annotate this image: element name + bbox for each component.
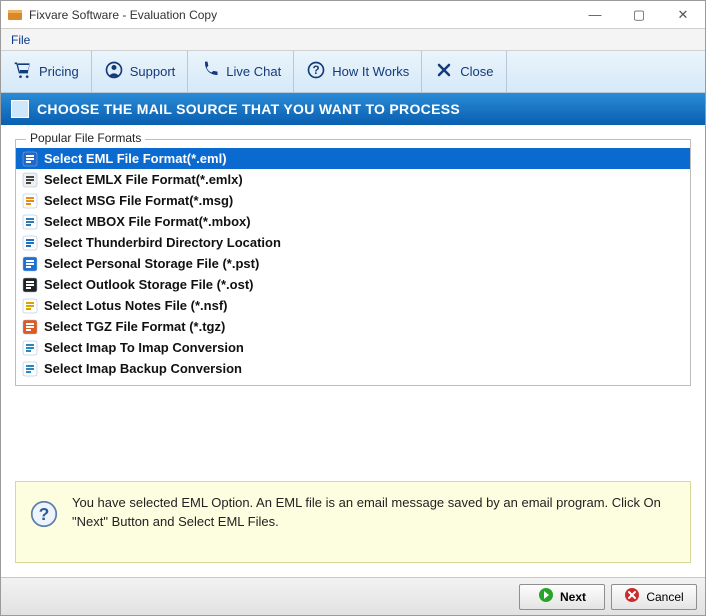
svg-text:?: ?: [39, 504, 50, 524]
pricing-label: Pricing: [39, 64, 79, 79]
format-label: Select EML File Format(*.eml): [44, 151, 227, 166]
menubar: File: [1, 29, 705, 51]
format-label: Select Thunderbird Directory Location: [44, 235, 281, 250]
next-icon: [538, 587, 554, 606]
close-icon: [434, 60, 454, 83]
format-icon: [22, 256, 38, 272]
question-icon: ?: [306, 60, 326, 83]
format-label: Select TGZ File Format (*.tgz): [44, 319, 225, 334]
format-label: Select Imap Backup Conversion: [44, 361, 242, 376]
format-label: Select Imap To Imap Conversion: [44, 340, 244, 355]
livechat-button[interactable]: Live Chat: [188, 51, 294, 92]
format-row[interactable]: Select Imap Backup Conversion: [16, 358, 690, 379]
format-label: Select EMLX File Format(*.emlx): [44, 172, 243, 187]
formats-legend: Popular File Formats: [26, 131, 145, 145]
format-row[interactable]: Select TGZ File Format (*.tgz): [16, 316, 690, 337]
document-icon: [11, 100, 29, 118]
cancel-icon: [624, 587, 640, 606]
menu-file[interactable]: File: [1, 29, 40, 50]
svg-text:?: ?: [313, 64, 320, 77]
format-label: Select MBOX File Format(*.mbox): [44, 214, 251, 229]
format-row[interactable]: Select Personal Storage File (*.pst): [16, 253, 690, 274]
phone-icon: [200, 60, 220, 83]
cancel-label: Cancel: [646, 590, 683, 604]
app-icon: [7, 7, 23, 23]
spacer: [15, 386, 691, 467]
hint-panel: ? You have selected EML Option. An EML f…: [15, 481, 691, 563]
info-icon: ?: [30, 500, 58, 528]
format-row[interactable]: Select Outlook Storage File (*.ost): [16, 274, 690, 295]
format-icon: [22, 172, 38, 188]
support-label: Support: [130, 64, 176, 79]
format-icon: [22, 235, 38, 251]
format-row[interactable]: Select EML File Format(*.eml): [16, 148, 690, 169]
footer: Next Cancel: [1, 577, 705, 615]
support-button[interactable]: Support: [92, 51, 189, 92]
format-row[interactable]: Select MSG File Format(*.msg): [16, 190, 690, 211]
window-controls: — ▢ ✕: [573, 1, 705, 28]
hint-text: You have selected EML Option. An EML fil…: [72, 494, 676, 532]
format-label: Select MSG File Format(*.msg): [44, 193, 233, 208]
pricing-button[interactable]: Pricing: [1, 51, 92, 92]
format-list: Select EML File Format(*.eml) Select EMLX…: [16, 148, 690, 379]
close-label: Close: [460, 64, 493, 79]
titlebar: Fixvare Software - Evaluation Copy — ▢ ✕: [1, 1, 705, 29]
livechat-label: Live Chat: [226, 64, 281, 79]
format-icon: [22, 319, 38, 335]
format-row[interactable]: Select Lotus Notes File (*.nsf): [16, 295, 690, 316]
format-icon: [22, 214, 38, 230]
format-row[interactable]: Select Imap To Imap Conversion: [16, 337, 690, 358]
format-icon: [22, 361, 38, 377]
section-header: CHOOSE THE MAIL SOURCE THAT YOU WANT TO …: [1, 93, 705, 125]
format-label: Select Lotus Notes File (*.nsf): [44, 298, 227, 313]
format-row[interactable]: Select EMLX File Format(*.emlx): [16, 169, 690, 190]
toolbar: Pricing Support Live Chat ? How It Works…: [1, 51, 705, 93]
format-icon: [22, 193, 38, 209]
content-area: Popular File Formats Select EML File For…: [1, 125, 705, 577]
format-icon: [22, 298, 38, 314]
cart-icon: [13, 60, 33, 83]
format-label: Select Outlook Storage File (*.ost): [44, 277, 253, 292]
minimize-button[interactable]: —: [573, 1, 617, 28]
next-button[interactable]: Next: [519, 584, 605, 610]
format-icon: [22, 340, 38, 356]
window-title: Fixvare Software - Evaluation Copy: [29, 8, 573, 22]
format-label: Select Personal Storage File (*.pst): [44, 256, 259, 271]
close-window-button[interactable]: ✕: [661, 1, 705, 28]
close-button[interactable]: Close: [422, 51, 506, 92]
format-row[interactable]: Select Thunderbird Directory Location: [16, 232, 690, 253]
maximize-button[interactable]: ▢: [617, 1, 661, 28]
next-label: Next: [560, 590, 586, 604]
format-row[interactable]: Select MBOX File Format(*.mbox): [16, 211, 690, 232]
support-icon: [104, 60, 124, 83]
howitworks-label: How It Works: [332, 64, 409, 79]
app-window: Fixvare Software - Evaluation Copy — ▢ ✕…: [0, 0, 706, 616]
format-icon: [22, 277, 38, 293]
section-title: CHOOSE THE MAIL SOURCE THAT YOU WANT TO …: [37, 101, 460, 117]
howitworks-button[interactable]: ? How It Works: [294, 51, 422, 92]
format-icon: [22, 151, 38, 167]
formats-fieldset: Popular File Formats Select EML File For…: [15, 139, 691, 386]
cancel-button[interactable]: Cancel: [611, 584, 697, 610]
